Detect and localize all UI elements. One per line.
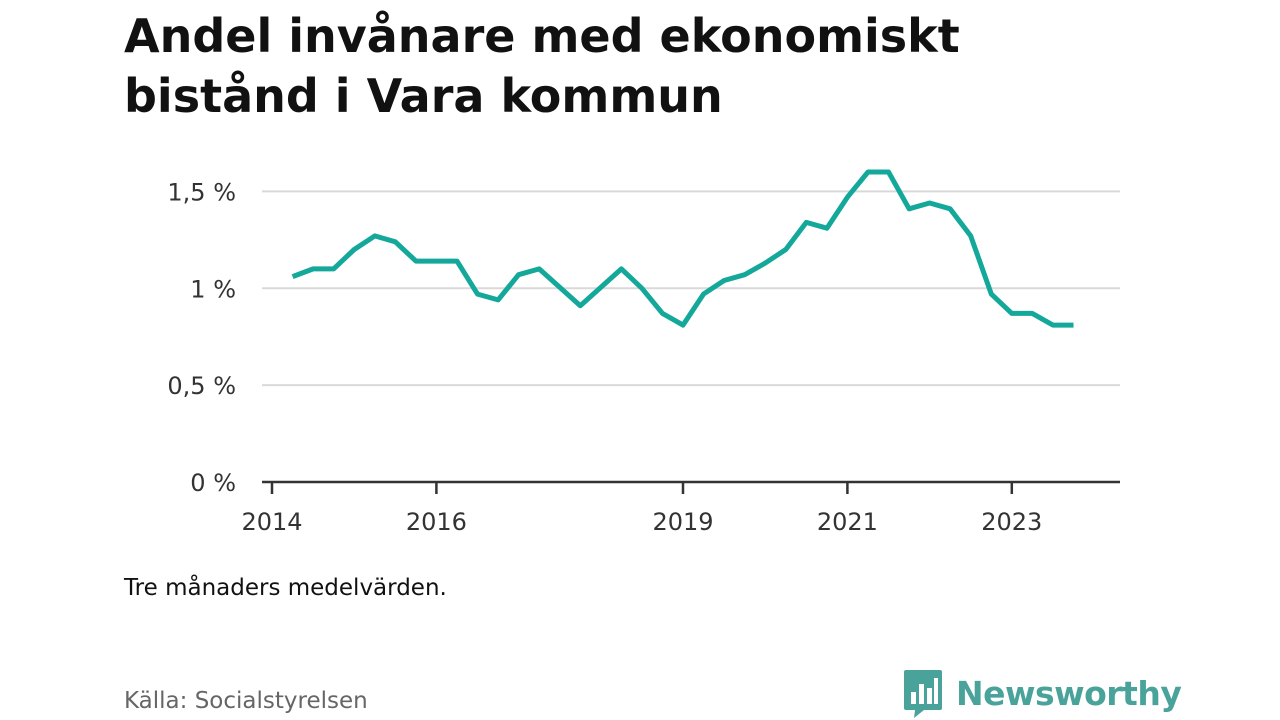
chart-title: Andel invånare med ekonomiskt bistånd i …: [124, 9, 960, 123]
x-tick-label: 2016: [406, 508, 467, 536]
grid-lines: [262, 190, 1120, 387]
bar-chart-speech-bubble-icon: [904, 670, 942, 718]
x-tick-label: 2014: [241, 508, 302, 536]
series-layer: [291, 169, 1074, 328]
y-tick-label: 0 %: [190, 469, 236, 497]
x-tick-label: 2019: [652, 508, 713, 536]
source-label: Källa: Socialstyrelsen: [124, 688, 368, 714]
chart-note: Tre månaders medelvärden.: [124, 575, 447, 601]
y-tick-label: 0,5 %: [167, 372, 236, 400]
x-axis: 2014 2016 2019 2021 2023: [241, 480, 1120, 536]
brand-name: Newsworthy: [956, 673, 1182, 713]
y-axis-ticks: 0 % 0,5 % 1 % 1,5 %: [167, 178, 236, 497]
x-tick-label: 2023: [981, 508, 1042, 536]
y-tick-label: 1,5 %: [167, 178, 236, 206]
brand-logo: Newsworthy: [902, 668, 1182, 718]
line-chart: 0 % 0,5 % 1 % 1,5 % 2014 2016 2019 2021 2023: [167, 169, 1120, 536]
x-tick-label: 2021: [817, 508, 878, 536]
series-line: [291, 169, 1074, 328]
y-tick-label: 1 %: [190, 275, 236, 303]
